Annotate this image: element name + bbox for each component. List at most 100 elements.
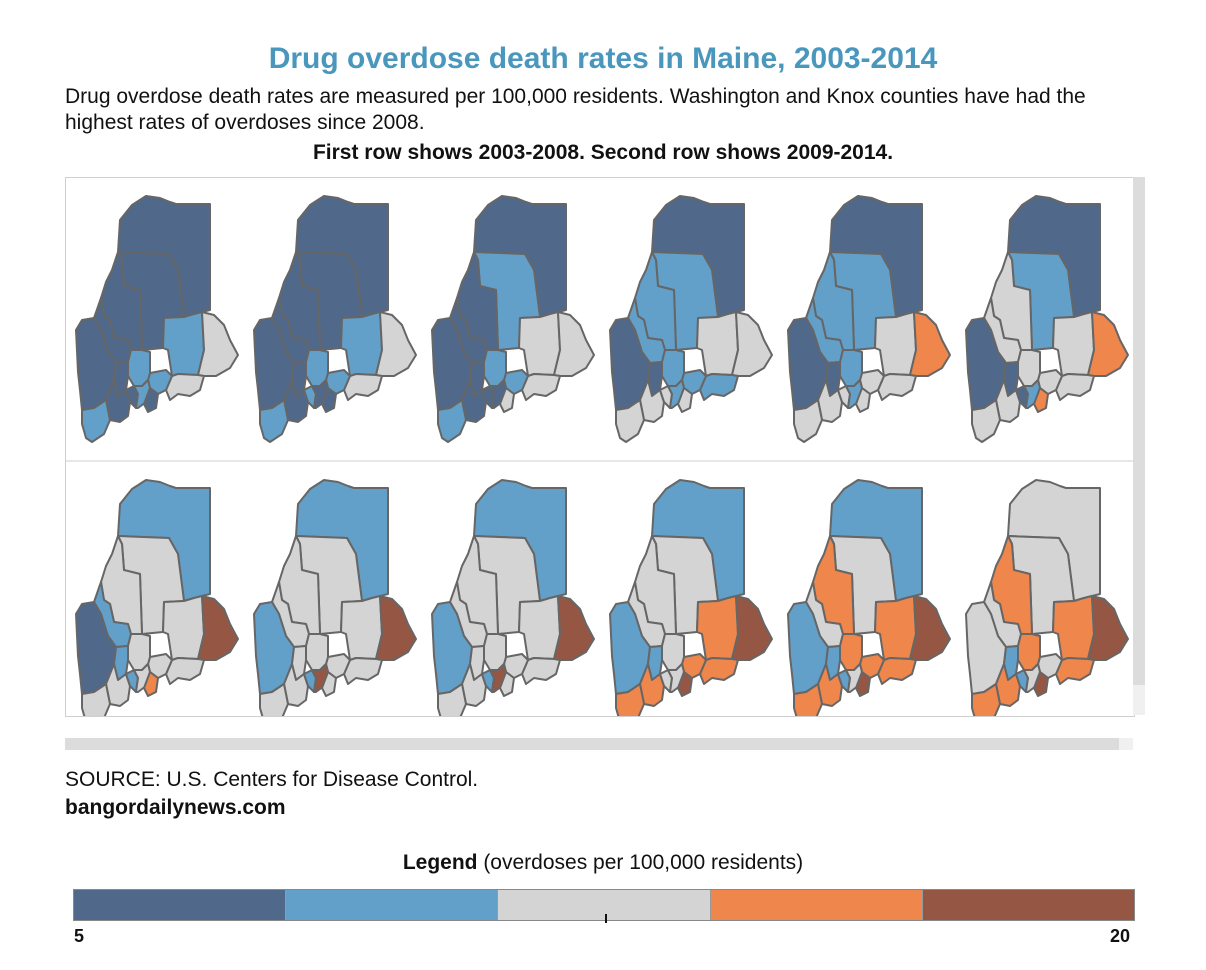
maine-map-2009[interactable] [75, 479, 239, 727]
county-hancock-2005[interactable] [521, 373, 561, 401]
maine-map-2011[interactable] [431, 479, 595, 727]
maine-map-2014[interactable] [965, 479, 1129, 727]
maps-panel [65, 177, 1135, 727]
county-knox-2004[interactable] [321, 387, 337, 413]
chart-subtitle: Drug overdose death rates are measured p… [65, 85, 1086, 134]
maine-map-2007[interactable] [787, 195, 951, 443]
county-hancock-2003[interactable] [165, 373, 205, 401]
county-penobscot-2005[interactable] [518, 311, 561, 377]
legend-swatch-4 [709, 890, 922, 920]
county-kennebec-2004[interactable] [305, 349, 329, 387]
county-kennebec-2009[interactable] [127, 633, 151, 671]
county-hancock-2004[interactable] [343, 373, 383, 401]
legend-title: Legend (overdoses per 100,000 residents) [0, 851, 1206, 875]
legend-swatch-3 [497, 890, 710, 920]
county-york-2008[interactable] [971, 399, 1001, 443]
county-knox-2003[interactable] [143, 387, 159, 413]
vertical-scrollbar-end [1133, 685, 1145, 715]
county-washington-2008[interactable] [1087, 311, 1129, 377]
maps-grid [66, 195, 1134, 727]
county-hancock-2013[interactable] [877, 657, 917, 685]
county-washington-2005[interactable] [553, 311, 595, 377]
county-knox-2007[interactable] [855, 387, 871, 413]
county-knox-2013[interactable] [855, 671, 871, 697]
horizontal-scrollbar-end [1119, 738, 1133, 750]
county-knox-2006[interactable] [677, 387, 693, 413]
county-washington-2009[interactable] [197, 595, 239, 661]
county-hancock-2009[interactable] [165, 657, 205, 685]
county-kennebec-2013[interactable] [839, 633, 863, 671]
county-hancock-2011[interactable] [521, 657, 561, 685]
county-knox-2012[interactable] [677, 671, 693, 697]
legend-color-scale [73, 889, 1135, 921]
county-kennebec-2008[interactable] [1017, 349, 1041, 387]
county-penobscot-2011[interactable] [518, 595, 561, 661]
county-washington-2006[interactable] [731, 311, 773, 377]
maine-map-2010[interactable] [253, 479, 417, 727]
county-knox-2011[interactable] [499, 671, 515, 697]
county-penobscot-2012[interactable] [696, 595, 739, 661]
legend-swatch-1 [74, 890, 286, 920]
legend-swatch-2 [285, 890, 498, 920]
county-washington-2004[interactable] [375, 311, 417, 377]
county-penobscot-2007[interactable] [874, 311, 917, 377]
county-penobscot-2009[interactable] [162, 595, 205, 661]
legend-min-label: 5 [74, 926, 85, 946]
county-hancock-2007[interactable] [877, 373, 917, 401]
county-hancock-2012[interactable] [699, 657, 739, 685]
county-hancock-2008[interactable] [1055, 373, 1095, 401]
county-washington-2014[interactable] [1087, 595, 1129, 661]
county-penobscot-2013[interactable] [874, 595, 917, 661]
county-washington-2013[interactable] [909, 595, 951, 661]
county-york-2005[interactable] [437, 399, 467, 443]
county-washington-2007[interactable] [909, 311, 951, 377]
legend-max-label: 20 [1110, 926, 1131, 946]
county-penobscot-2003[interactable] [162, 311, 205, 377]
county-kennebec-2010[interactable] [305, 633, 329, 671]
county-penobscot-2008[interactable] [1052, 311, 1095, 377]
chart-title: Drug overdose death rates in Maine, 2003… [268, 42, 938, 75]
county-kennebec-2006[interactable] [661, 349, 685, 387]
maine-map-2008[interactable] [965, 195, 1129, 443]
county-penobscot-2010[interactable] [340, 595, 383, 661]
county-knox-2014[interactable] [1033, 671, 1049, 697]
county-washington-2003[interactable] [197, 311, 239, 377]
county-kennebec-2005[interactable] [483, 349, 507, 387]
county-washington-2011[interactable] [553, 595, 595, 661]
county-hancock-2006[interactable] [699, 373, 739, 401]
horizontal-scrollbar[interactable] [65, 738, 1119, 750]
site-credit: bangordailynews.com [65, 796, 286, 819]
county-penobscot-2014[interactable] [1052, 595, 1095, 661]
legend-swatch-5 [921, 890, 1135, 920]
county-knox-2008[interactable] [1033, 387, 1049, 413]
county-kennebec-2003[interactable] [127, 349, 151, 387]
county-knox-2010[interactable] [321, 671, 337, 697]
maine-map-2012[interactable] [609, 479, 773, 727]
row-description: First row shows 2003-2008. Second row sh… [312, 141, 894, 164]
county-york-2007[interactable] [793, 399, 823, 443]
legend-title-bold: Legend [402, 851, 478, 874]
maine-map-2013[interactable] [787, 479, 951, 727]
source-note: SOURCE: U.S. Centers for Disease Control… [65, 768, 479, 791]
county-kennebec-2014[interactable] [1017, 633, 1041, 671]
county-knox-2009[interactable] [143, 671, 159, 697]
county-york-2006[interactable] [615, 399, 645, 443]
county-washington-2012[interactable] [731, 595, 773, 661]
county-penobscot-2006[interactable] [696, 311, 739, 377]
maine-map-2003[interactable] [75, 195, 239, 443]
maine-map-2005[interactable] [431, 195, 595, 443]
county-kennebec-2007[interactable] [839, 349, 863, 387]
county-york-2003[interactable] [81, 399, 111, 443]
county-knox-2005[interactable] [499, 387, 515, 413]
county-kennebec-2011[interactable] [483, 633, 507, 671]
county-washington-2010[interactable] [375, 595, 417, 661]
maine-map-2006[interactable] [609, 195, 773, 443]
county-hancock-2010[interactable] [343, 657, 383, 685]
vertical-scrollbar[interactable] [1133, 177, 1145, 685]
county-hancock-2014[interactable] [1055, 657, 1095, 685]
county-penobscot-2004[interactable] [340, 311, 383, 377]
legend-midpoint-tick [605, 914, 607, 923]
county-york-2004[interactable] [259, 399, 289, 443]
maine-map-2004[interactable] [253, 195, 417, 443]
county-kennebec-2012[interactable] [661, 633, 685, 671]
